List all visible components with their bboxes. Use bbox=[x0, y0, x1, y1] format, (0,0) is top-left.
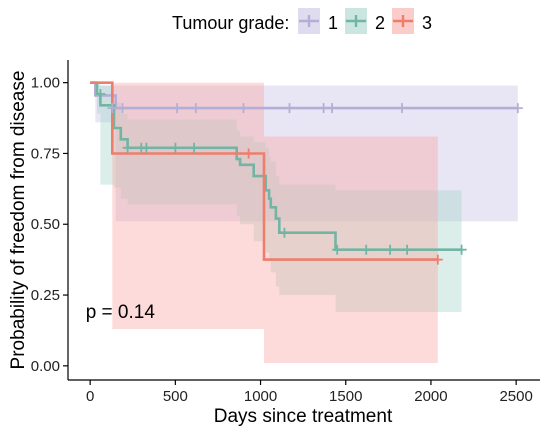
legend-label: 1 bbox=[328, 13, 338, 33]
legend-item-grade-1: 1 bbox=[298, 8, 338, 34]
censor-mark-grade-1 bbox=[327, 103, 338, 114]
x-tick-label: 1000 bbox=[244, 388, 277, 405]
ci-band-grade-2 bbox=[90, 82, 462, 312]
censor-mark-grade-2 bbox=[189, 142, 200, 153]
censor-mark-grade-1 bbox=[172, 103, 183, 114]
legend-item-grade-2: 2 bbox=[345, 8, 385, 34]
x-tick-label: 1500 bbox=[329, 388, 362, 405]
legend-item-grade-3: 3 bbox=[392, 8, 432, 34]
x-tick-label: 500 bbox=[163, 388, 188, 405]
censor-mark-grade-2 bbox=[170, 142, 181, 153]
censor-mark-grade-1 bbox=[318, 103, 329, 114]
ci-band-grade-1 bbox=[90, 82, 518, 222]
y-tick-label: 0.75 bbox=[31, 145, 60, 162]
legend-key-line bbox=[299, 15, 319, 27]
legend-key-line bbox=[393, 15, 413, 27]
km-curve-grade-3 bbox=[90, 81, 438, 261]
censor-mark-grade-2 bbox=[402, 244, 413, 255]
y-tick-label: 1.00 bbox=[31, 75, 60, 92]
legend-label: 2 bbox=[375, 13, 385, 33]
y-tick-label: 0.50 bbox=[31, 216, 60, 233]
p-value-annotation: p = 0.14 bbox=[86, 302, 156, 323]
legend-label: 3 bbox=[422, 13, 432, 33]
x-tick-label: 2500 bbox=[499, 388, 532, 405]
censor-mark-grade-1 bbox=[107, 103, 118, 114]
censor-mark-grade-1 bbox=[190, 103, 201, 114]
censor-mark-grade-3 bbox=[243, 148, 254, 159]
x-tick-label: 2000 bbox=[414, 388, 447, 405]
censor-mark-grade-1 bbox=[117, 103, 128, 114]
y-tick-label: 0.25 bbox=[31, 287, 60, 304]
legend-key-line bbox=[346, 15, 366, 27]
censor-mark-grade-1 bbox=[512, 103, 523, 114]
x-axis-title: Days since treatment bbox=[214, 406, 393, 427]
censor-mark-grade-1 bbox=[284, 103, 295, 114]
censor-mark-grade-2 bbox=[279, 227, 290, 238]
censor-mark-grade-2 bbox=[95, 89, 106, 99]
censor-mark-grade-1 bbox=[238, 103, 249, 114]
censor-mark-grade-2 bbox=[385, 244, 396, 255]
censor-mark-grade-3 bbox=[432, 254, 443, 265]
y-tick-label: 0.00 bbox=[31, 358, 60, 375]
x-tick-label: 0 bbox=[86, 388, 94, 405]
censor-mark-grade-2 bbox=[122, 142, 133, 153]
censor-mark-grade-2 bbox=[332, 244, 343, 255]
axes: 0 500 1000 1500 2000 2500 0.00 0.25 0.50 0.75 1.0… bbox=[31, 60, 540, 405]
censor-mark-grade-2 bbox=[141, 142, 152, 153]
legend: Tumour grade: 1 2 3 bbox=[172, 8, 432, 34]
censor-mark-grade-2 bbox=[361, 244, 372, 255]
y-axis-title: Probability of freedom from disease bbox=[8, 71, 29, 370]
censor-mark-grade-2 bbox=[456, 244, 467, 255]
censor-mark-grade-1 bbox=[397, 103, 407, 114]
legend-title: Tumour grade: bbox=[172, 13, 289, 33]
plot-area bbox=[90, 81, 523, 363]
